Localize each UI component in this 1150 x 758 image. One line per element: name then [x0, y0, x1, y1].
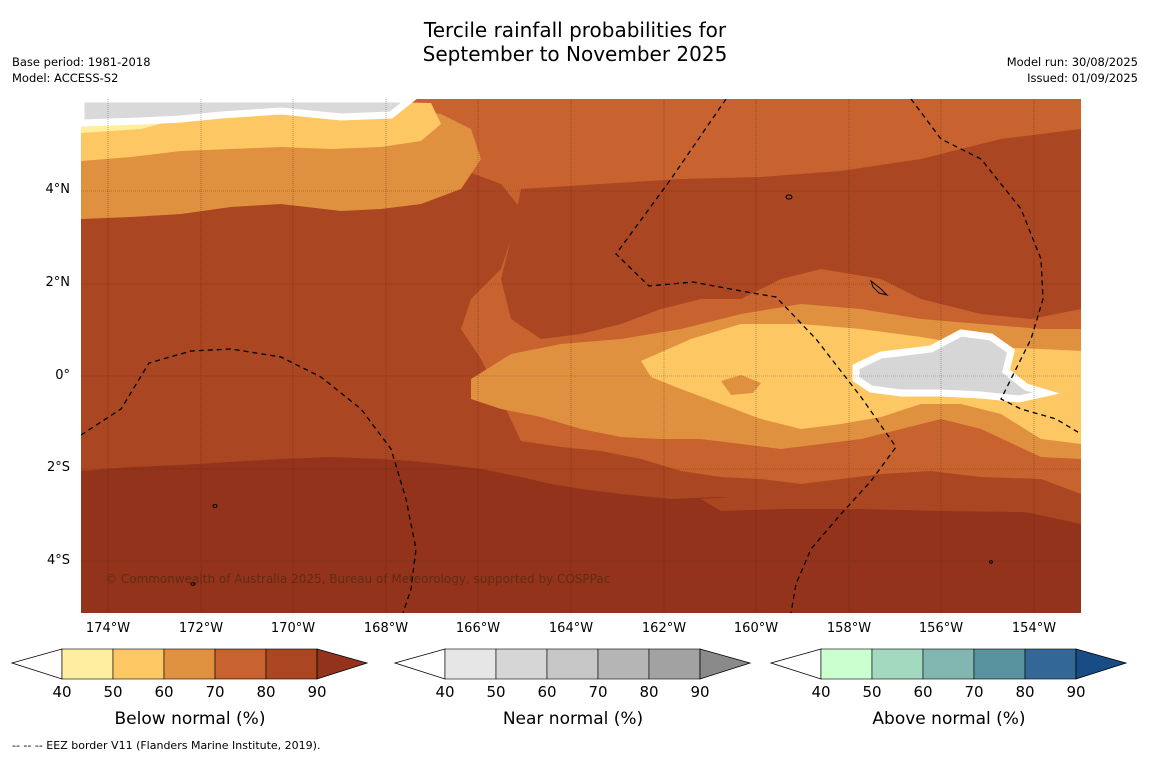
map-svg	[81, 99, 1081, 613]
graticule	[81, 99, 1081, 613]
islands	[190, 194, 993, 586]
lon-label-166w: 166°W	[455, 621, 501, 636]
colorbar-tick-label: 60	[537, 683, 557, 701]
lon-label-170w: 170°W	[270, 621, 316, 636]
colorbar-high-extend	[699, 648, 752, 680]
lon-label-162w: 162°W	[641, 621, 687, 636]
colorbar-segment	[112, 648, 165, 680]
copyright-notice: © Commonwealth of Australia 2025, Bureau…	[105, 572, 611, 586]
colorbar-tick-label: 80	[256, 683, 276, 701]
model-run: Model run: 30/08/2025	[1006, 55, 1138, 69]
near-normal-north	[81, 99, 417, 127]
rainfall-map	[81, 99, 1081, 613]
colorbar-tick-label: 90	[1066, 683, 1086, 701]
colorbar-low-extend	[393, 648, 446, 680]
lon-label-154w: 154°W	[1011, 621, 1057, 636]
colorbar-tick-label: 60	[913, 683, 933, 701]
meta-right: Model run: 30/08/2025 Issued: 01/09/2025	[1007, 54, 1138, 86]
colorbar-segment	[163, 648, 216, 680]
band-60-patch	[721, 375, 761, 395]
colorbar-tick-label: 70	[588, 683, 608, 701]
lon-label-156w: 156°W	[918, 621, 964, 636]
colorbar-tick-label: 80	[639, 683, 659, 701]
base-period: Base period: 1981-2018	[12, 55, 151, 69]
colorbar-near-normal	[393, 648, 752, 680]
colorbar-segment	[444, 648, 497, 680]
lon-label-174w: 174°W	[85, 621, 131, 636]
title-line-1: Tercile rainfall probabilities for	[423, 18, 727, 42]
lon-label-160w: 160°W	[733, 621, 779, 636]
colorbar-high-extend	[316, 648, 369, 680]
colorbar-tick-label: 80	[1015, 683, 1035, 701]
band-80-east	[501, 129, 1081, 339]
colorbar-segment	[648, 648, 701, 680]
colorbar-tick-label: 40	[52, 683, 72, 701]
colorbar-title-near-normal: Near normal (%)	[502, 709, 644, 729]
near-normal-east	[852, 329, 1060, 403]
eez-borders	[81, 99, 1081, 613]
colorbar-tick-label: 70	[964, 683, 984, 701]
lat-label-2n: 2°N	[45, 275, 71, 290]
colorbar-segment	[820, 648, 873, 680]
colorbar-low-extend	[10, 648, 63, 680]
lon-label-168w: 168°W	[363, 621, 409, 636]
colorbar-tick-label: 50	[103, 683, 123, 701]
colorbar-low-extend	[769, 648, 822, 680]
map-title: Tercile rainfall probabilities for Septe…	[0, 18, 1150, 66]
colorbar-tick-label: 90	[307, 683, 327, 701]
colorbar-segment	[973, 648, 1026, 680]
colorbar-tick-label: 50	[862, 683, 882, 701]
colorbar-segment	[597, 648, 650, 680]
colorbar-tick-label: 40	[811, 683, 831, 701]
colorbar-tick-label: 70	[205, 683, 225, 701]
colorbars-svg	[10, 648, 1128, 680]
colorbar-below-normal	[10, 648, 369, 680]
colorbar-tick-label: 40	[435, 683, 455, 701]
colorbar-segment	[922, 648, 975, 680]
colorbar-tick-label: 90	[690, 683, 710, 701]
meta-left: Base period: 1981-2018 Model: ACCESS-S2	[12, 54, 151, 86]
colorbar-title-below-normal: Below normal (%)	[114, 709, 266, 729]
issued-date: Issued: 01/09/2025	[1027, 71, 1138, 85]
model-name: Model: ACCESS-S2	[12, 71, 119, 85]
lat-label-0: 0°	[55, 368, 70, 383]
colorbar-segment	[1024, 648, 1077, 680]
lon-label-164w: 164°W	[548, 621, 594, 636]
lon-label-158w: 158°W	[826, 621, 872, 636]
colorbar-above-normal	[769, 648, 1128, 680]
lat-label-2s: 2°S	[46, 460, 70, 475]
colorbar-segment	[546, 648, 599, 680]
title-line-2: September to November 2025	[422, 42, 728, 66]
colorbar-tick-label: 50	[486, 683, 506, 701]
colorbar-segment	[214, 648, 267, 680]
colorbar-title-above-normal: Above normal (%)	[872, 709, 1026, 729]
colorbar-segment	[871, 648, 924, 680]
band-80-south	[701, 491, 1081, 517]
eez-footnote: -- -- -- EEZ border V11 (Flanders Marine…	[12, 739, 321, 752]
colorbar-segment	[495, 648, 548, 680]
lat-label-4s: 4°S	[46, 553, 70, 568]
colorbar-segment	[61, 648, 114, 680]
colorbar-high-extend	[1075, 648, 1128, 680]
lat-label-4n: 4°N	[45, 182, 71, 197]
colorbar-segment	[265, 648, 318, 680]
lon-label-172w: 172°W	[178, 621, 224, 636]
colorbar-tick-label: 60	[154, 683, 174, 701]
band-80-west	[81, 289, 341, 444]
